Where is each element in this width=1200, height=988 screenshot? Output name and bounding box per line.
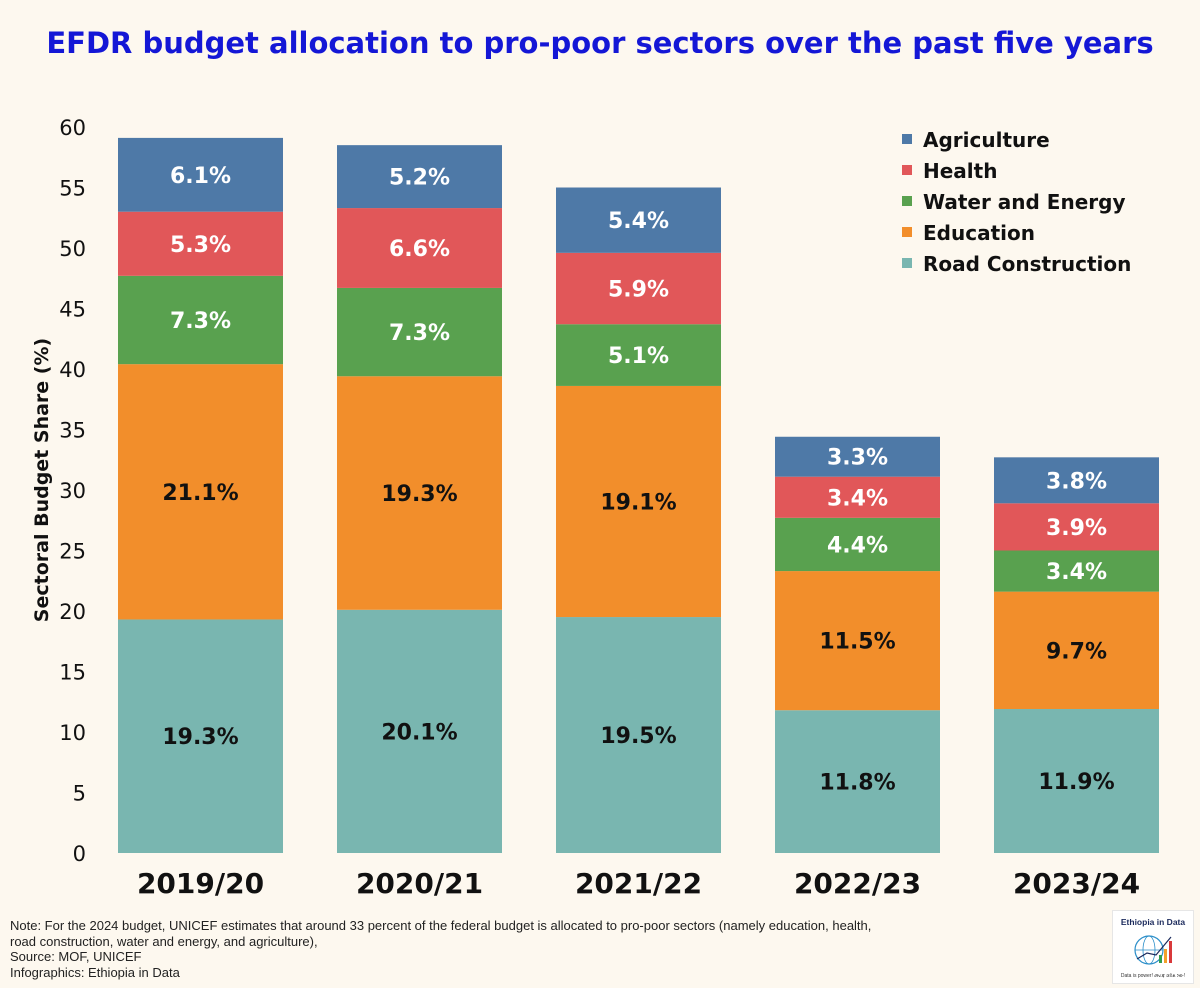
bar-segment-water-and-energy	[994, 550, 1159, 592]
bar-segment-education	[118, 364, 283, 620]
y-tick-label: 25	[59, 540, 86, 564]
y-tick-label: 0	[73, 842, 86, 866]
data-label: 4.4%	[827, 533, 888, 558]
bar-segment-education	[994, 591, 1159, 710]
x-tick-label: 2020/21	[356, 867, 483, 900]
bar-segment-education	[337, 376, 502, 610]
data-label: 5.4%	[608, 209, 669, 234]
bar-segment-agriculture	[994, 457, 1159, 504]
bar-segment-water-and-energy	[118, 275, 283, 365]
data-label: 11.8%	[819, 771, 895, 796]
logo-title: Ethiopia in Data	[1120, 917, 1186, 927]
y-tick-label: 60	[59, 116, 86, 140]
bar-segment-road-construction	[118, 619, 283, 853]
chart-title: EFDR budget allocation to pro-poor secto…	[46, 26, 1154, 60]
legend-swatch	[902, 258, 912, 268]
bar-segment-road-construction	[337, 609, 502, 853]
data-label: 19.5%	[600, 724, 676, 749]
bar-segment-agriculture	[775, 436, 940, 477]
legend-swatch	[902, 165, 912, 175]
data-label: 11.9%	[1038, 770, 1114, 795]
logo-tagline: Data is power! መረጃ ኃይል ነው!	[1120, 973, 1186, 979]
bar-segment-water-and-energy	[556, 324, 721, 386]
bar-segment-health	[994, 503, 1159, 551]
data-label: 5.3%	[170, 233, 231, 258]
ethiopia-in-data-logo: Ethiopia in Data Data is power! መረጃ ኃይል …	[1112, 910, 1194, 984]
legend-label: Road Construction	[923, 252, 1131, 276]
y-tick-label: 10	[59, 721, 86, 745]
data-label: 3.4%	[1046, 560, 1107, 585]
data-label: 19.1%	[600, 490, 676, 515]
legend-label: Water and Energy	[923, 190, 1126, 214]
bar-segment-road-construction	[556, 617, 721, 853]
x-tick-label: 2021/22	[575, 867, 702, 900]
credit-line: Infographics: Ethiopia in Data	[10, 964, 180, 980]
data-label: 5.1%	[608, 344, 669, 369]
note-line: road construction, water and energy, and…	[10, 933, 318, 949]
data-label: 21.1%	[162, 481, 238, 506]
y-axis-label: Sectoral Budget Share (%)	[31, 338, 53, 622]
bar-segment-water-and-energy	[775, 517, 940, 572]
bar-segment-road-construction	[775, 710, 940, 853]
x-tick-label: 2022/23	[794, 867, 921, 900]
data-label: 19.3%	[162, 725, 238, 750]
bar-segment-agriculture	[118, 137, 283, 212]
y-tick-label: 40	[59, 358, 86, 382]
source-line: Source: MOF, UNICEF	[10, 949, 142, 964]
bar-segment-education	[556, 385, 721, 618]
legend-label: Education	[923, 221, 1035, 245]
bar-segment-health	[556, 252, 721, 325]
data-label: 9.7%	[1046, 639, 1107, 664]
bar-segment-health	[118, 211, 283, 276]
note-line: Note: For the 2024 budget, UNICEF estima…	[10, 918, 872, 933]
legend-swatch	[902, 227, 912, 237]
footnote: Note: For the 2024 budget, UNICEF estima…	[10, 918, 910, 980]
bar-segment-health	[337, 208, 502, 288]
legend-swatch	[902, 134, 912, 144]
legend-label: Agriculture	[923, 128, 1050, 152]
data-label: 3.9%	[1046, 516, 1107, 541]
data-label: 19.3%	[381, 482, 457, 507]
y-tick-label: 5	[73, 782, 86, 806]
data-label: 5.2%	[389, 166, 450, 191]
data-label: 3.8%	[1046, 469, 1107, 494]
data-label: 6.1%	[170, 164, 231, 189]
data-label: 6.6%	[389, 237, 450, 262]
legend-swatch	[902, 196, 912, 206]
globe-chart-icon	[1134, 935, 1172, 965]
bar-segment-water-and-energy	[337, 287, 502, 377]
legend-label: Health	[923, 159, 997, 183]
bar-segment-agriculture	[556, 187, 721, 253]
data-label: 3.4%	[827, 486, 888, 511]
data-label: 5.9%	[608, 278, 669, 303]
data-label: 7.3%	[170, 309, 231, 334]
bar-segment-education	[775, 571, 940, 711]
data-label: 20.1%	[381, 720, 457, 745]
x-tick-label: 2019/20	[137, 867, 264, 900]
y-tick-label: 35	[59, 419, 86, 443]
y-tick-label: 50	[59, 237, 86, 261]
y-tick-label: 15	[59, 661, 86, 685]
bar-segment-health	[775, 476, 940, 518]
y-tick-label: 30	[59, 479, 86, 503]
data-label: 11.5%	[819, 630, 895, 655]
y-tick-label: 20	[59, 600, 86, 624]
y-tick-label: 45	[59, 298, 86, 322]
bar-segment-road-construction	[994, 709, 1159, 853]
x-tick-label: 2023/24	[1013, 867, 1140, 900]
data-label: 7.3%	[389, 321, 450, 346]
data-label: 3.3%	[827, 446, 888, 471]
bar-segment-agriculture	[337, 145, 502, 209]
y-tick-label: 55	[59, 177, 86, 201]
